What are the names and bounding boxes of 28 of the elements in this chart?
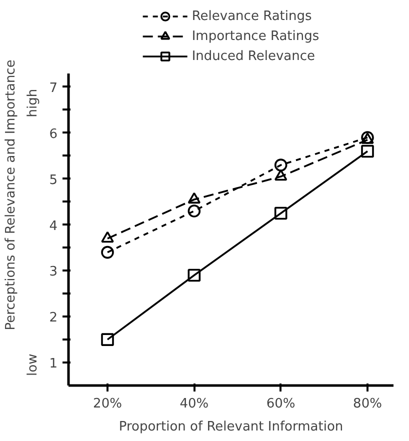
point — [101, 333, 114, 346]
y-axis-title: Perceptions of Relevance and Importance — [4, 60, 18, 330]
point — [274, 169, 288, 181]
point — [274, 158, 288, 172]
y-tick-label: 2 — [49, 310, 58, 326]
x-tick-label: 20% — [93, 396, 122, 412]
point — [274, 206, 288, 220]
y-tick-label: 6 — [49, 126, 58, 142]
y-tick-label: 1 — [49, 356, 58, 372]
x-tick-label: 80% — [353, 396, 382, 412]
point — [188, 192, 201, 204]
point — [101, 231, 114, 243]
x-tick-label: 60% — [266, 396, 296, 412]
point — [188, 268, 201, 282]
y-tick-label: 4 — [49, 218, 58, 234]
y-tick-label: 3 — [49, 264, 58, 280]
legend-label: Importance Ratings — [192, 28, 320, 44]
legend-label: Relevance Ratings — [192, 8, 312, 24]
text: low — [26, 353, 40, 376]
point — [361, 144, 374, 158]
point — [101, 246, 114, 259]
text: high — [26, 88, 40, 118]
point — [188, 204, 201, 218]
legend-label: Induced Relevance — [192, 48, 316, 64]
y-tick-label: 5 — [49, 172, 58, 188]
x-axis-title: Proportion of Relevant Information — [118, 420, 344, 434]
x-tick-label: 40% — [180, 396, 209, 412]
y-tick-label: 7 — [49, 80, 58, 96]
